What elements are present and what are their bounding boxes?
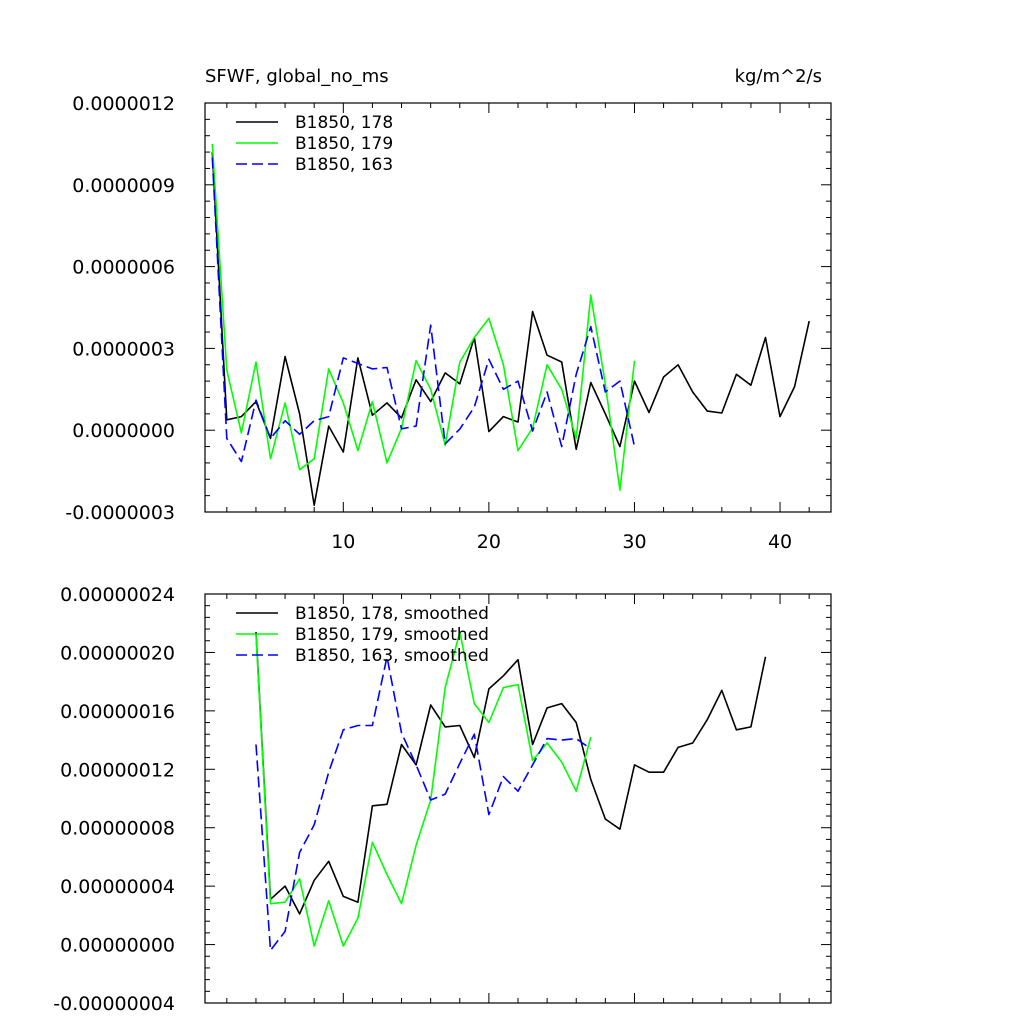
series-line-1 bbox=[211, 152, 810, 507]
legend-label: B1850, 179, smoothed bbox=[295, 625, 489, 645]
legend-label: B1850, 178 bbox=[295, 113, 393, 133]
series-line-1 bbox=[255, 631, 767, 915]
x-tick-label: 40 bbox=[768, 531, 792, 553]
series-line-3 bbox=[255, 655, 592, 952]
y-tick-label: -0.0000003 bbox=[65, 502, 175, 524]
y-tick-label: 0.0000006 bbox=[72, 257, 175, 279]
y-tick-label: 0.0000000 bbox=[72, 420, 175, 442]
y-tick-label: 0.00000012 bbox=[60, 759, 175, 781]
series-line-3 bbox=[211, 157, 636, 463]
legend-label: B1850, 163 bbox=[295, 155, 393, 175]
y-tick-label: 0.0000012 bbox=[72, 93, 175, 115]
series-line-2 bbox=[255, 631, 592, 947]
y-tick-label: 0.00000024 bbox=[60, 584, 175, 606]
y-tick-label: 0.00000016 bbox=[60, 701, 175, 723]
series-group bbox=[255, 631, 767, 952]
y-tick-label: 0.00000004 bbox=[60, 876, 175, 898]
y-tick-label: -0.00000004 bbox=[53, 993, 175, 1015]
series-group bbox=[211, 143, 810, 507]
top-panel: SFWF, global_no_ms kg/m^2/s 10 20 30 40 -0.0… bbox=[65, 66, 832, 553]
y-tick-label: 0.00000020 bbox=[60, 642, 175, 664]
y-tick-label: 0.00000000 bbox=[60, 935, 175, 957]
y-tick-label: 0.0000003 bbox=[72, 338, 175, 360]
y-tick-label: 0.00000008 bbox=[60, 818, 175, 840]
series-line-2 bbox=[211, 143, 636, 492]
x-tick-label: 30 bbox=[622, 531, 646, 553]
legend-label: B1850, 179 bbox=[295, 134, 393, 154]
x-tick-label: 20 bbox=[477, 531, 501, 553]
x-tick-label: 10 bbox=[331, 531, 355, 553]
legend-label: B1850, 163, smoothed bbox=[295, 646, 489, 666]
bottom-panel: -0.00000004 0.00000000 0.00000004 0.0000000… bbox=[53, 584, 832, 1015]
units-label: kg/m^2/s bbox=[735, 66, 822, 87]
legend-label: B1850, 178, smoothed bbox=[295, 604, 489, 624]
chart-title: SFWF, global_no_ms bbox=[205, 66, 389, 87]
y-tick-label: 0.0000009 bbox=[72, 175, 175, 197]
